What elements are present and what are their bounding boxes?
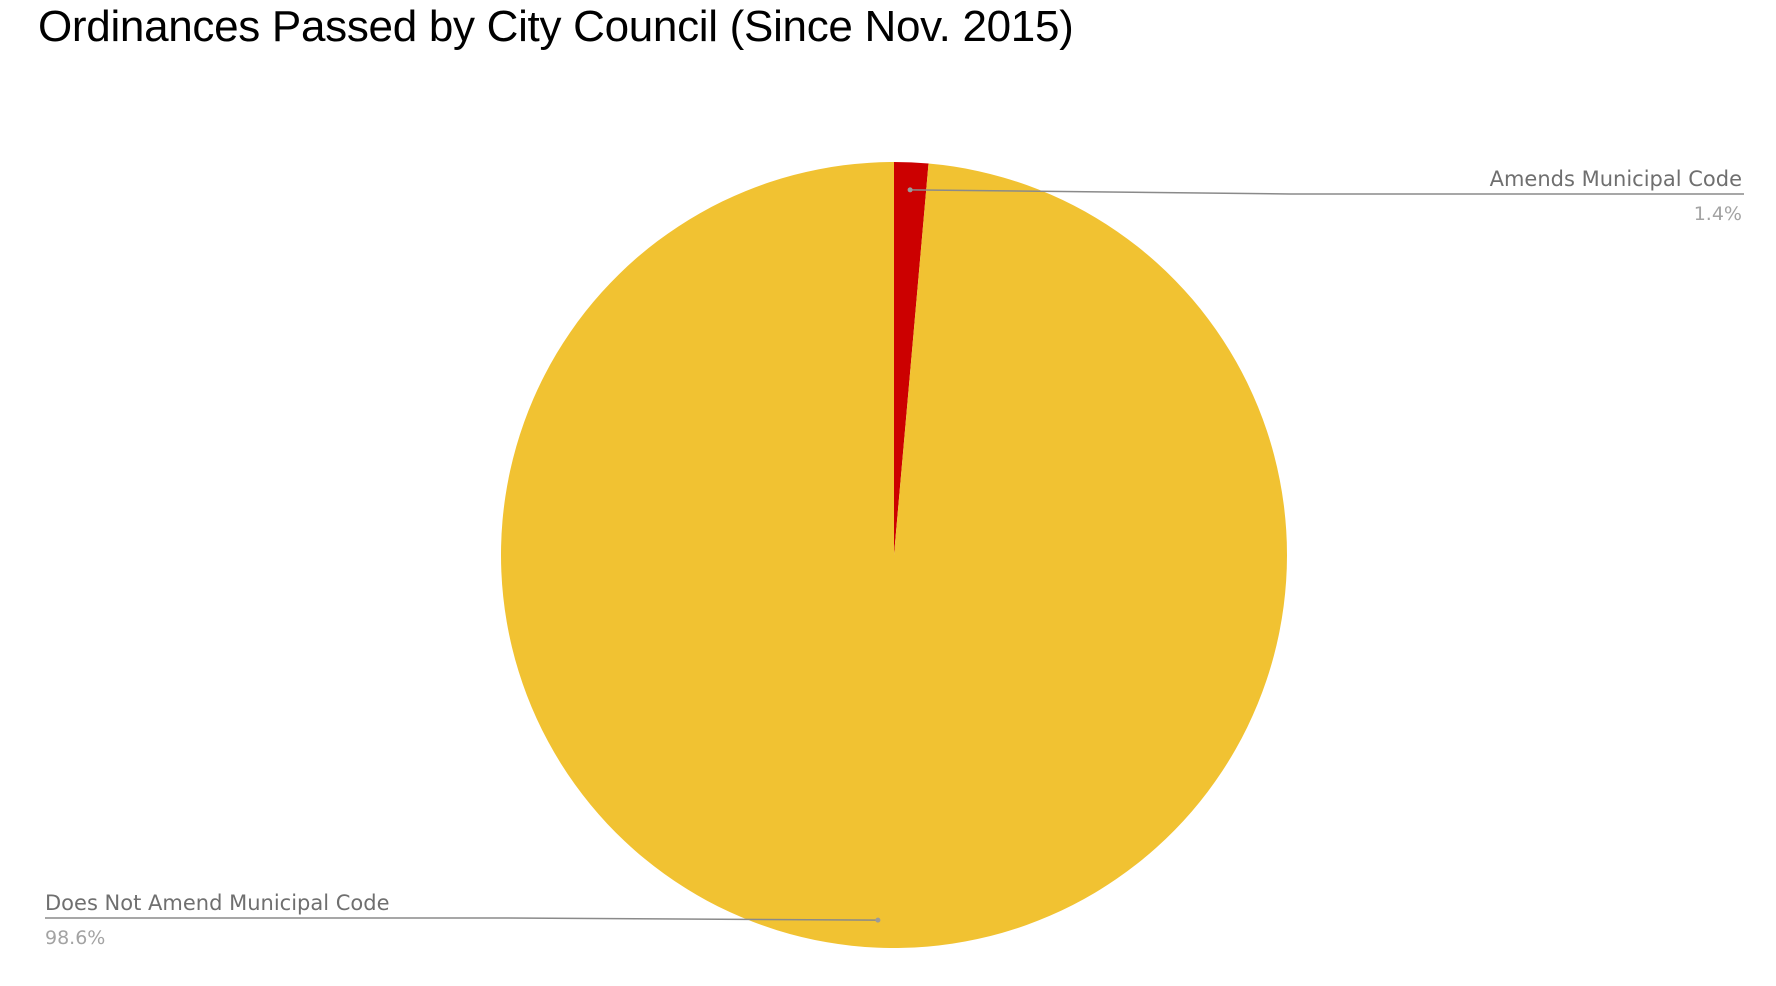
slice-percent-label-amends-municipal-code: 1.4%	[1694, 203, 1742, 225]
pie-slice-amends-municipal-code	[894, 162, 929, 555]
slice-name-label-does-not-amend-municipal-code: Does Not Amend Municipal Code	[45, 891, 390, 915]
pie-slices	[500, 162, 1287, 949]
leader-dot-does-not-amend-municipal-code	[875, 917, 881, 923]
leader-line-does-not-amend-municipal-code	[45, 917, 878, 921]
slice-labels: Amends Municipal Code 1.4% Does Not Amend …	[45, 167, 1742, 949]
leader-line-amends-municipal-code	[910, 189, 1744, 195]
slice-percent-label-does-not-amend-municipal-code: 98.6%	[45, 927, 105, 949]
slice-name-label-amends-municipal-code: Amends Municipal Code	[1490, 167, 1742, 191]
chart-title: Ordinances Passed by City Council (Since…	[38, 2, 1074, 51]
pie-slice-does-not-amend-municipal-code	[500, 162, 1287, 949]
leader-dot-amends-municipal-code	[907, 187, 913, 193]
leader-lines	[45, 187, 1744, 923]
